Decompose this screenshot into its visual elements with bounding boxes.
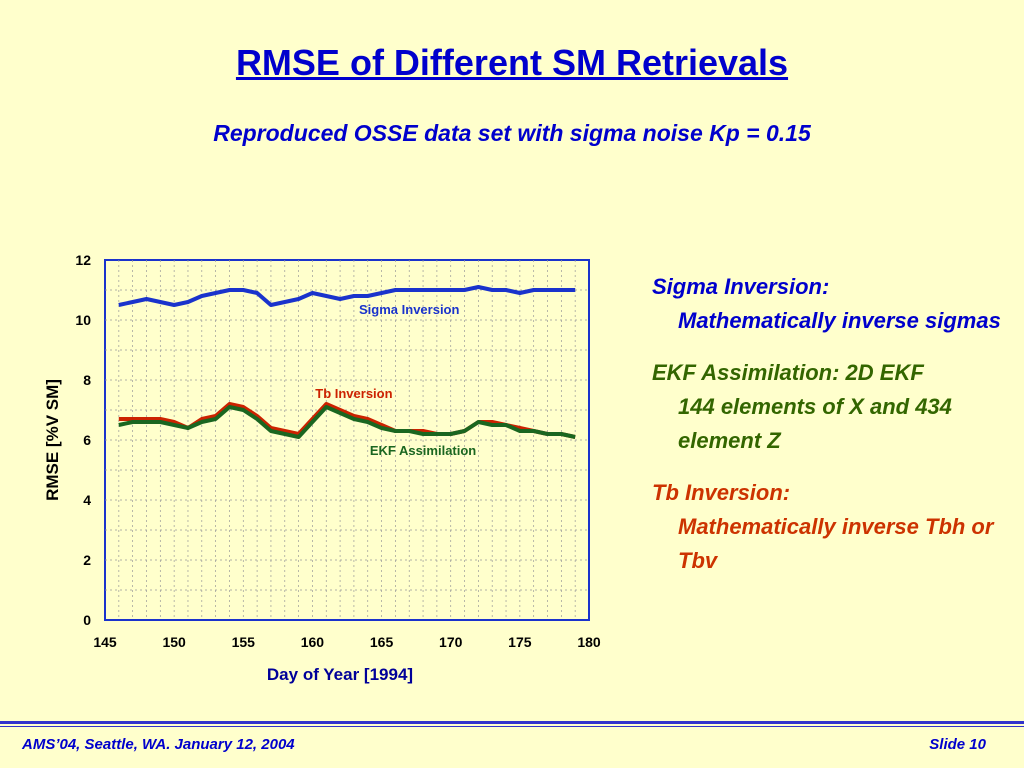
slide-subtitle: Reproduced OSSE data set with sigma nois… (213, 120, 811, 146)
footer-divider-thin (0, 726, 1024, 727)
series-label: Tb Inversion (315, 386, 392, 401)
notes-panel: Sigma Inversion: Mathematically inverse … (652, 270, 1012, 596)
note-body: Mathematically inverse Tbh or Tbv (678, 514, 994, 573)
x-tick-label: 180 (577, 634, 601, 650)
footer-slide-number: Slide 10 (929, 736, 986, 753)
x-tick-label: 165 (370, 634, 394, 650)
y-axis-label: RMSE [%V SM] (43, 379, 62, 501)
note-heading: EKF Assimilation: 2D EKF (652, 360, 924, 385)
series-line-sigma-inversion (118, 285, 576, 307)
note-heading: Sigma Inversion: (652, 274, 830, 299)
note-body: 144 elements of X and 434 element Z (678, 394, 952, 453)
note-sigma-inversion: Sigma Inversion: Mathematically inverse … (652, 270, 1012, 338)
note-heading: Tb Inversion: (652, 480, 791, 505)
series-label: Sigma Inversion (359, 302, 459, 317)
y-tick-label: 10 (75, 312, 91, 328)
series-line-ekf-assimilation (118, 405, 576, 439)
x-tick-label: 160 (301, 634, 325, 650)
y-tick-label: 0 (83, 612, 91, 628)
series-lines (118, 285, 576, 439)
series-label: EKF Assimilation (370, 443, 476, 458)
y-tick-label: 12 (75, 252, 91, 268)
y-tick-label: 2 (83, 552, 91, 568)
tick-labels: 145 150 155 160 165 170 175 180 0 2 4 6 8 10 12 (75, 252, 600, 650)
y-tick-label: 8 (83, 372, 91, 388)
y-tick-label: 6 (83, 432, 91, 448)
footer-conference: AMS’04, Seattle, WA. January 12, 2004 (22, 736, 295, 753)
grid (105, 260, 589, 620)
note-ekf-assimilation: EKF Assimilation: 2D EKF 144 elements of… (652, 356, 1012, 458)
x-tick-label: 155 (232, 634, 256, 650)
note-body: Mathematically inverse sigmas (678, 308, 1001, 333)
note-tb-inversion: Tb Inversion: Mathematically inverse Tbh… (652, 476, 1012, 578)
x-tick-label: 170 (439, 634, 463, 650)
footer-divider (0, 721, 1024, 724)
x-tick-label: 175 (508, 634, 532, 650)
x-tick-label: 145 (93, 634, 117, 650)
y-tick-label: 4 (83, 492, 91, 508)
rmse-line-chart: 145 150 155 160 165 170 175 180 0 2 4 6 8 10 12 Sigma … (43, 252, 601, 684)
slide-title: RMSE of Different SM Retrievals (235, 42, 789, 83)
x-tick-label: 150 (162, 634, 186, 650)
series-labels: Sigma Inversion Tb Inversion EKF Assimilat… (315, 302, 476, 458)
x-axis-label: Day of Year [1994] (267, 665, 413, 684)
